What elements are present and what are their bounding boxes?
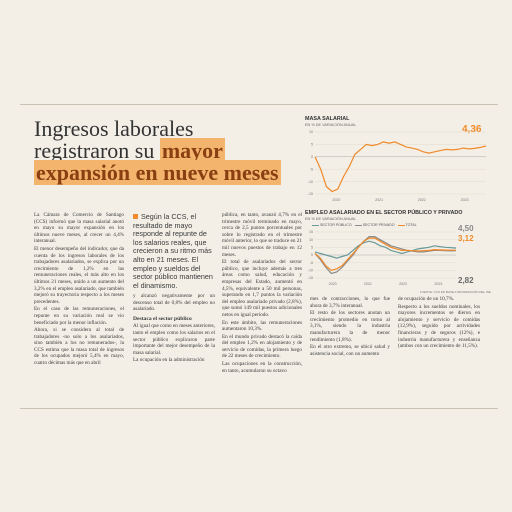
chart1-svg: 10 5 0 -5 -10 -15 2020 2021 2022 2023 — [308, 130, 487, 202]
paragraph: La ocupación en la administración — [133, 357, 205, 364]
legend-total-swatch — [397, 224, 405, 226]
legend-private-swatch — [354, 224, 362, 226]
y-tick-label: -15 — [308, 276, 313, 280]
y-tick-label: 5 — [311, 246, 313, 250]
paragraph: En el caso de las remuneraciones, el rep… — [34, 306, 124, 326]
section-subhead: Destaca el sector público — [133, 315, 192, 322]
x-tick-label: 2022 — [399, 282, 407, 286]
paragraph: El resto de los sectores anotan un creci… — [310, 310, 390, 343]
top-rule — [20, 104, 498, 105]
x-tick-label: 2023 — [434, 282, 442, 286]
legend-total: TOTAL — [405, 223, 417, 227]
headline: Ingresos laborales registraron su mayor … — [34, 116, 284, 185]
legend-public: SECTOR PÚBLICO — [320, 223, 352, 227]
series-line — [314, 235, 457, 275]
column-1: La Cámara de Comercio de Santiago (CCS) … — [34, 212, 124, 368]
series-line — [314, 237, 456, 271]
headline-line1: Ingresos laborales — [34, 116, 194, 141]
paragraph: El menor desempeño del indicador, que da… — [34, 245, 124, 305]
x-tick-label: 2020 — [329, 282, 337, 286]
chart1-callout-value: 4,36 — [462, 124, 482, 135]
paragraph: En este ámbito, las remuneraciones aumen… — [222, 319, 302, 333]
y-tick-label: 0 — [311, 253, 313, 257]
headline-highlight-1: mayor — [159, 138, 225, 163]
paragraph: de ocupación de un 10,7%. — [398, 296, 455, 302]
paragraph: Al igual que como en meses anteriores, t… — [133, 323, 215, 356]
chart2-value-total: 3,12 — [458, 234, 474, 243]
x-tick-label: 2023 — [461, 198, 469, 202]
paragraph: mes de contracciones, lo que fue ahora d… — [310, 296, 390, 309]
headline-line2: registraron su — [34, 138, 160, 163]
paragraph: En el otro extremo, se ubicó salud y asi… — [310, 344, 390, 357]
x-tick-label: 2021 — [364, 282, 372, 286]
chart2-value-public: 4,50 — [458, 224, 474, 233]
y-tick-label: 5 — [311, 143, 313, 147]
paragraph: y alcanzó negativamente por un descenso … — [133, 293, 215, 313]
column-3: pública, en tanto, avanzó 4,7% en el tri… — [222, 212, 302, 375]
x-tick-label: 2021 — [375, 198, 383, 202]
column-2: y alcanzó negativamente por un descenso … — [133, 293, 215, 365]
y-tick-label: -10 — [308, 180, 313, 184]
bottom-rule — [20, 408, 498, 409]
chart2-subtitle: EN % DE VARIACIÓN ANUAL — [305, 217, 357, 221]
chart1-title: MASA SALARIAL — [305, 116, 350, 122]
legend-private: SECTOR PRIVADO — [362, 223, 395, 227]
paragraph: Ahora, si se considera al total de traba… — [34, 327, 124, 367]
series-line — [314, 240, 457, 259]
x-tick-label: 2020 — [332, 198, 340, 202]
column-5: de ocupación de un 10,7%. Respecto a los… — [398, 296, 480, 351]
y-tick-label: 15 — [309, 230, 313, 234]
x-tick-label: 2022 — [418, 198, 426, 202]
chart2-title: EMPLEO ASALARIADO EN EL SECTOR PÚBLICO Y… — [305, 210, 463, 216]
callout: Según la CCS, el resultado de mayo respo… — [133, 212, 215, 290]
y-tick-label: 10 — [309, 130, 313, 134]
chart2-legend: SECTOR PÚBLICO SECTOR PRIVADO TOTAL — [312, 223, 417, 227]
y-tick-label: -15 — [308, 192, 313, 196]
chart2-source: FUENTE: CCS EN BASE A INFORMACIÓN DEL IN… — [420, 290, 491, 294]
paragraph: En el mundo privado destacó la caída del… — [222, 333, 302, 360]
y-tick-label: -10 — [308, 269, 313, 273]
column-4: mes de contracciones, lo que fue ahora d… — [310, 296, 390, 358]
paragraph: El total de asalariados del sector públi… — [222, 259, 302, 318]
paragraph: Las ocupaciones en la construcción, en t… — [222, 361, 302, 374]
series-line — [314, 141, 487, 193]
legend-public-swatch — [312, 224, 319, 226]
y-tick-label: -5 — [310, 167, 313, 171]
callout-text: Según la CCS, el resultado de mayo respo… — [133, 212, 213, 290]
paragraph: La Cámara de Comercio de Santiago (CCS) … — [34, 212, 124, 245]
paragraph: Respecto a los sueldos nominales, los ma… — [398, 303, 480, 350]
callout-marker — [133, 214, 138, 219]
y-tick-label: -5 — [310, 261, 313, 265]
y-tick-label: 10 — [309, 238, 313, 242]
paragraph: pública, en tanto, avanzó 4,7% en el tri… — [222, 212, 302, 258]
chart2-value-private: 2,82 — [458, 276, 474, 285]
y-tick-label: 0 — [311, 155, 313, 159]
chart2-svg: 15 10 5 0 -5 -10 -15 2020 2021 2022 2023 — [308, 230, 457, 286]
headline-highlight-2: expansión en nueve meses — [34, 160, 281, 185]
chart1-subtitle: EN % DE VARIACIÓN ANUAL — [305, 123, 357, 127]
